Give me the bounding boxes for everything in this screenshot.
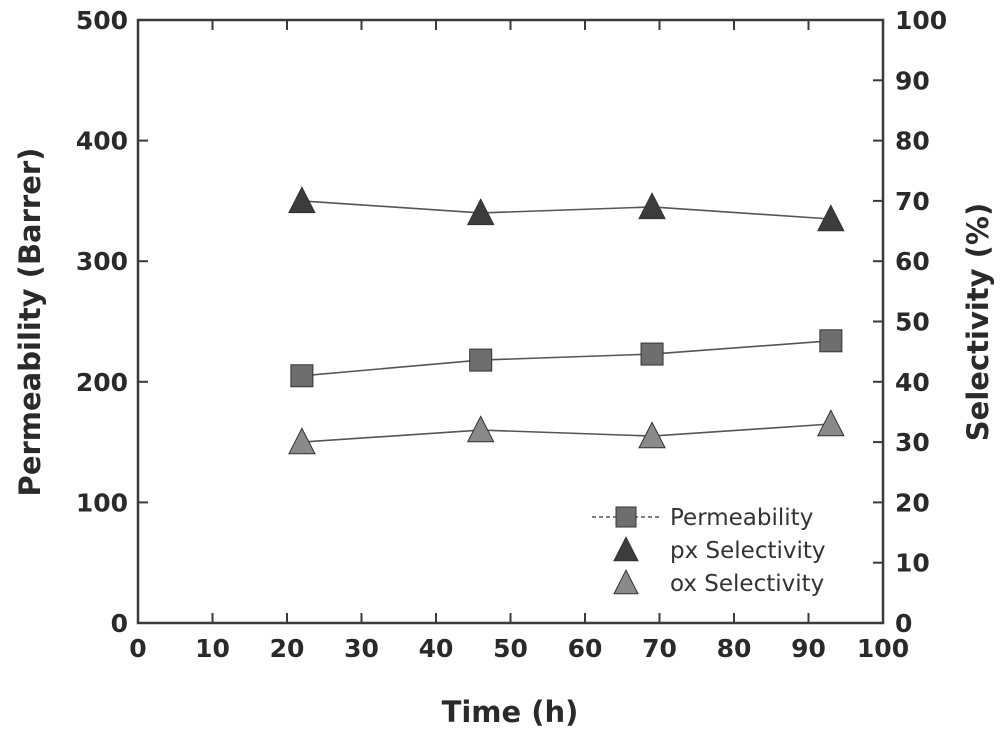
series-line (302, 424, 831, 442)
series-ox-selectivity (289, 410, 844, 453)
legend-marker-triangle (614, 537, 638, 561)
legend-marker-triangle (614, 570, 638, 594)
x-tick-label: 20 (270, 634, 305, 663)
y-left-tick-label: 0 (111, 609, 128, 638)
y-left-tick-label: 200 (76, 368, 128, 397)
x-axis-title: Time (h) (442, 695, 579, 729)
y-right-tick-label: 70 (895, 187, 930, 216)
plot-frame (138, 20, 883, 623)
y-left-tick-label: 300 (76, 247, 128, 276)
legend-item: px Selectivity (614, 537, 826, 564)
legend-label: ox Selectivity (670, 571, 824, 597)
legend-label: Permeability (670, 505, 813, 531)
x-tick-label: 0 (129, 634, 146, 663)
y-axis-title-right: Selectivity (%) (961, 203, 995, 441)
series-layer (289, 187, 844, 454)
x-tick-label: 30 (344, 634, 379, 663)
x-tick-label: 10 (195, 634, 230, 663)
y-right-tick-label: 50 (895, 308, 930, 337)
y-axis-title-left: Permeability (Barrer) (13, 148, 47, 497)
series-permeability (291, 330, 842, 387)
tick-labels: 0102030405060708090100010020030040050001… (76, 6, 947, 663)
legend-item: ox Selectivity (614, 570, 824, 597)
legend-item: Permeability (592, 505, 813, 531)
y-right-tick-label: 40 (895, 368, 930, 397)
x-tick-label: 70 (642, 634, 677, 663)
x-tick-label: 90 (791, 634, 826, 663)
x-tick-label: 40 (419, 634, 454, 663)
data-point-triangle (818, 410, 844, 435)
x-tick-label: 100 (857, 634, 909, 663)
data-point-square (641, 343, 663, 365)
data-point-square (470, 349, 492, 371)
x-tick-label: 50 (493, 634, 528, 663)
axis-ticks (138, 20, 883, 623)
y-right-tick-label: 100 (895, 6, 947, 35)
x-tick-label: 60 (568, 634, 603, 663)
legend-label: px Selectivity (670, 538, 826, 564)
y-left-tick-label: 500 (76, 6, 128, 35)
series-line (302, 341, 831, 376)
series-px-selectivity (289, 187, 844, 230)
data-point-square (820, 330, 842, 352)
x-tick-label: 80 (717, 634, 752, 663)
y-right-tick-label: 10 (895, 549, 930, 578)
y-right-tick-label: 0 (895, 609, 912, 638)
y-left-tick-label: 100 (76, 488, 128, 517)
y-right-tick-label: 30 (895, 428, 930, 457)
data-point-triangle (468, 416, 494, 441)
data-point-square (291, 365, 313, 387)
data-point-triangle (639, 193, 665, 218)
y-right-tick-label: 80 (895, 127, 930, 156)
y-left-tick-label: 400 (76, 127, 128, 156)
y-right-tick-label: 20 (895, 488, 930, 517)
legend: Permeability px Selectivity ox Selectivity (592, 505, 826, 597)
y-right-tick-label: 90 (895, 66, 930, 95)
legend-marker-square (616, 507, 636, 527)
series-line (302, 201, 831, 219)
y-right-tick-label: 60 (895, 247, 930, 276)
data-point-triangle (289, 187, 315, 212)
